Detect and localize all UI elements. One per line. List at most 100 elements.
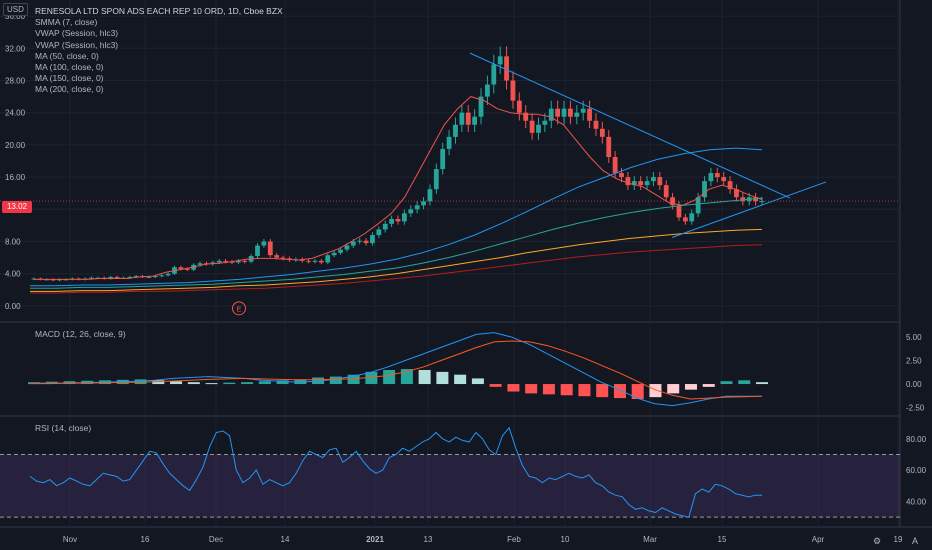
- candle: [446, 130, 452, 156]
- indicator-smma[interactable]: SMMA (7, close): [35, 17, 98, 28]
- auto-scale-button[interactable]: A: [912, 536, 919, 546]
- macd-histogram-bar: [454, 374, 467, 385]
- candle: [363, 238, 369, 246]
- candle-body: [599, 128, 605, 137]
- candle: [542, 113, 548, 133]
- macd-histogram-bar: [613, 384, 626, 399]
- macd-histogram-bar: [489, 384, 502, 387]
- candle: [516, 92, 522, 121]
- macd-histogram-bar: [170, 381, 183, 385]
- candle: [663, 180, 669, 202]
- candle: [657, 171, 663, 190]
- rsi-y-tick-label: 60.00: [906, 466, 927, 475]
- macd-histogram-bar: [187, 382, 200, 385]
- candle-body: [382, 223, 388, 230]
- macd-histogram-bar: [578, 384, 591, 397]
- macd-histogram-bar: [152, 380, 165, 385]
- indicator-ma100[interactable]: MA (100, close, 0): [35, 61, 104, 72]
- gear-icon[interactable]: ⚙: [873, 536, 882, 546]
- candle: [548, 100, 554, 129]
- candle-body: [427, 189, 433, 202]
- x-tick-label: Feb: [507, 535, 521, 544]
- ma100-line: [30, 197, 763, 289]
- candle-body: [255, 245, 260, 257]
- macd-histogram-bar: [400, 369, 413, 385]
- candle: [714, 167, 720, 183]
- candle-body: [657, 177, 663, 186]
- candle-body: [702, 181, 707, 198]
- macd-histogram-bar: [258, 381, 271, 385]
- candle: [491, 54, 497, 94]
- indicator-ma150[interactable]: MA (150, close, 0): [35, 73, 104, 84]
- candle: [421, 197, 426, 210]
- candle: [312, 259, 318, 264]
- candle: [408, 205, 414, 218]
- candle: [695, 192, 701, 218]
- macd-histogram-bar: [241, 382, 254, 385]
- macd-y-tick-label: 5.00: [906, 333, 922, 342]
- candle-body: [446, 136, 452, 149]
- indicator-vwap-2[interactable]: VWAP (Session, hlc3): [35, 39, 119, 50]
- candle: [599, 121, 605, 144]
- candle-body: [216, 260, 222, 263]
- indicator-vwap-1[interactable]: VWAP (Session, hlc3): [35, 28, 119, 39]
- y-tick-label: 16.00: [5, 173, 26, 182]
- candle-body: [395, 218, 401, 222]
- macd-histogram-bar: [756, 382, 768, 385]
- candle: [510, 71, 516, 109]
- macd-histogram-bar: [525, 384, 538, 394]
- earnings-marker-label: E: [236, 304, 241, 313]
- macd-histogram-bar: [738, 380, 751, 385]
- candle-body: [542, 120, 548, 125]
- candle: [721, 171, 727, 187]
- candle-body: [529, 120, 535, 133]
- candle: [625, 171, 631, 190]
- candle-body: [312, 260, 318, 262]
- y-tick-label: 36.00: [5, 12, 26, 21]
- candle: [497, 46, 503, 75]
- macd-y-tick-label: 0.00: [906, 380, 922, 389]
- candle: [338, 247, 343, 255]
- candle: [727, 176, 733, 194]
- candle-body: [497, 56, 503, 65]
- y-tick-label: 20.00: [5, 141, 26, 150]
- candle-body: [152, 276, 158, 278]
- indicator-ma50[interactable]: MA (50, close, 0): [35, 50, 99, 61]
- candle-body: [440, 148, 446, 170]
- symbol-title[interactable]: RENESOLA LTD SPON ADS EACH REP 10 ORD, 1…: [35, 6, 283, 16]
- macd-label[interactable]: MACD (12, 26, close, 9): [35, 329, 126, 339]
- candle: [708, 167, 714, 187]
- rsi-line: [29, 426, 762, 518]
- candle-body: [235, 260, 241, 263]
- candle-body: [510, 80, 516, 101]
- macd-histogram-bar: [702, 384, 715, 387]
- candle: [587, 100, 592, 129]
- candle: [523, 104, 529, 129]
- candle: [682, 213, 688, 225]
- candle: [689, 209, 695, 225]
- candle-body: [280, 257, 286, 259]
- rsi-y-tick-label: 40.00: [906, 497, 927, 506]
- candle-body: [759, 201, 765, 203]
- candle: [485, 75, 490, 105]
- trendline-upper: [469, 52, 791, 199]
- rsi-label[interactable]: RSI (14, close): [35, 423, 92, 433]
- macd-signal-line: [30, 340, 763, 400]
- macd-legend[interactable]: MACD (12, 26, close, 9): [35, 329, 126, 340]
- candle-body: [421, 201, 426, 206]
- candle: [644, 176, 650, 190]
- candle-body: [408, 209, 414, 214]
- rsi-legend[interactable]: RSI (14, close): [35, 423, 91, 434]
- candle: [261, 238, 267, 248]
- candle-body: [350, 241, 356, 246]
- ma50-line: [30, 147, 763, 287]
- indicator-ma200[interactable]: MA (200, close, 0): [35, 84, 104, 95]
- x-tick-label: 10: [561, 535, 570, 544]
- candle-body: [631, 181, 637, 186]
- trendline-lower: [671, 181, 827, 238]
- candle-body: [178, 267, 184, 269]
- macd-histogram-bar: [596, 384, 609, 398]
- candle: [555, 100, 561, 125]
- currency-badge[interactable]: USD: [3, 3, 28, 16]
